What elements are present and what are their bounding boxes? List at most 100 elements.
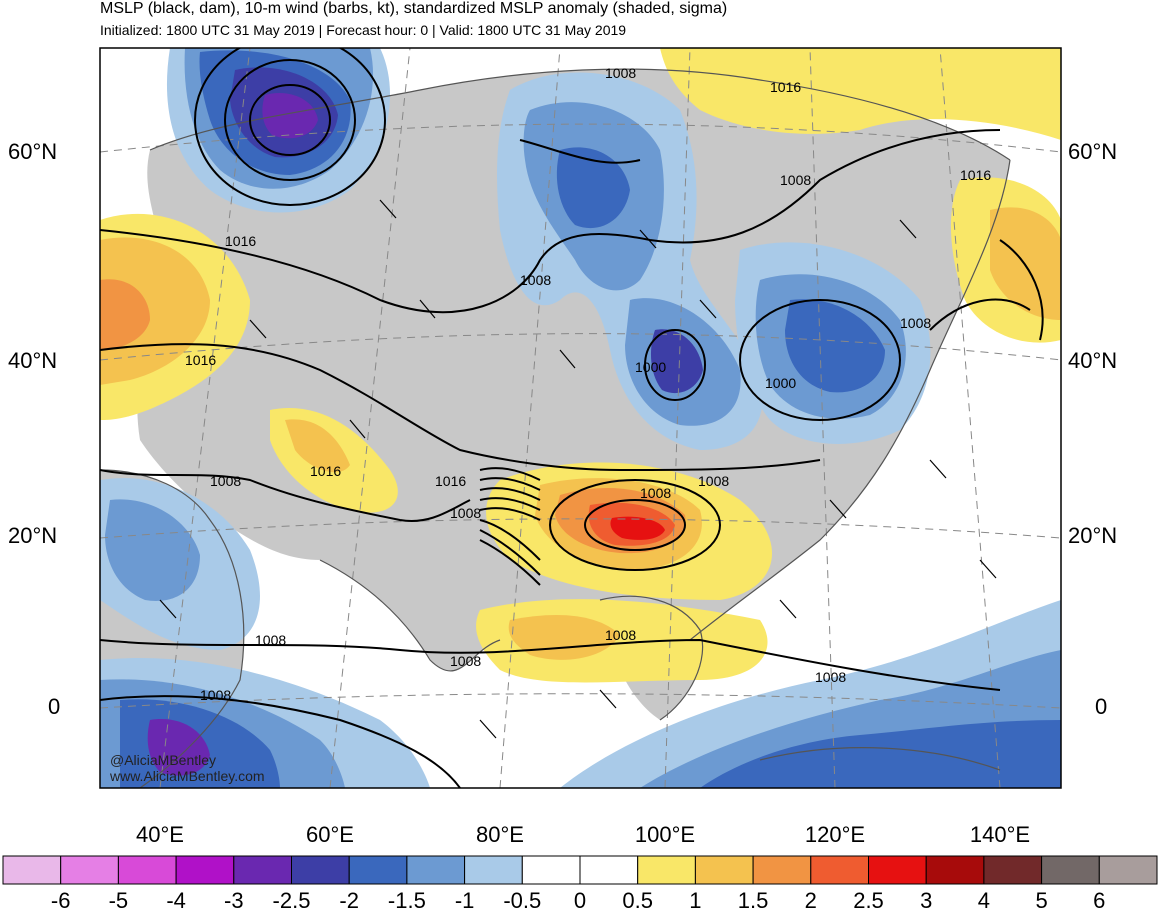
map-title: MSLP (black, dam), 10-m wind (barbs, kt)… [100, 0, 728, 17]
anomaly-neg-mongolia-core [650, 329, 703, 394]
contour-label: 1008 [640, 485, 671, 501]
anomaly-pos-europe-peak [100, 279, 150, 350]
contour-label: 1008 [255, 632, 286, 648]
colorbar-swatch [868, 855, 927, 885]
contour-label: 1008 [780, 172, 811, 188]
colorbar-label: 2 [804, 888, 817, 913]
colorbar-label: -6 [50, 888, 71, 913]
colorbar-label: 6 [1093, 888, 1106, 913]
contour-label: 1008 [900, 315, 931, 331]
landmass-eurasia [137, 69, 1010, 671]
colorbar-label: 4 [977, 888, 991, 913]
coastlines [100, 68, 1011, 788]
contour-label: 1000 [765, 375, 796, 391]
contour-label: 1008 [200, 687, 231, 703]
colorbar-swatch [60, 855, 119, 885]
contour-label: 1016 [435, 473, 466, 489]
contour-labels: 1008 1016 1008 1016 1008 1016 1000 1000 … [185, 65, 991, 703]
anomaly-pos-siberia-ne [660, 48, 1061, 140]
credit-website: www.AliciaMBentley.com [110, 768, 265, 784]
colorbar-label: -4 [166, 888, 186, 913]
colorbar-swatch [291, 855, 350, 885]
colorbar-label: 0 [573, 888, 587, 913]
contour-label: 1008 [450, 505, 481, 521]
map-frame [99, 47, 1062, 789]
lat-label-20n-right: 20°N [1068, 523, 1118, 548]
colorbar-swatch [464, 855, 523, 885]
contour-label: 1008 [605, 627, 636, 643]
wind-barbs [159, 199, 997, 739]
colorbar-label: -1.5 [387, 888, 426, 913]
contour-label: 1016 [960, 167, 991, 183]
lat-label-60n-left: 60°N [8, 139, 58, 164]
contour-label: 1008 [520, 272, 551, 288]
lat-label-0-left: 0 [48, 694, 61, 719]
contour-label: 1016 [225, 233, 256, 249]
lon-label-120e: 120°E [804, 822, 866, 847]
anomaly-neg-indian-ocean-peak [147, 719, 210, 776]
contour-label: 1008 [605, 65, 636, 81]
colorbar-swatch [521, 855, 581, 885]
colorbar [2, 855, 1158, 885]
contour-label: 1016 [310, 463, 341, 479]
colorbar-label: -5 [108, 888, 129, 913]
mslp-contours [100, 48, 1044, 788]
anomaly-neg-manchuria-core [785, 299, 885, 393]
colorbar-label: -0.5 [503, 888, 542, 913]
colorbar-label: -1 [454, 888, 475, 913]
lat-label-40n-left: 40°N [8, 348, 58, 373]
lon-label-40e: 40°E [136, 822, 184, 847]
anomaly-neg-pacific-core [700, 720, 1061, 788]
anomaly-neg-arabia-core [105, 499, 200, 601]
lat-label-60n-right: 60°N [1068, 139, 1118, 164]
colorbar-swatch [406, 855, 466, 885]
lat-label-0-right: 0 [1095, 694, 1108, 719]
credit-twitter: @AliciaMBentley [110, 752, 217, 768]
colorbar-swatch [810, 855, 869, 885]
colorbar-swatch [233, 855, 293, 885]
colorbar-label: 1.5 [737, 888, 769, 913]
anomaly-pos-india-core [508, 615, 620, 660]
graticule [100, 48, 1061, 788]
lon-label-60e: 60°E [306, 822, 354, 847]
colorbar-label: 1 [689, 888, 702, 913]
contour-label: 1000 [635, 359, 666, 375]
colorbar-swatch [175, 855, 235, 885]
lon-label-100e: 100°E [634, 822, 696, 847]
contour-label: 1008 [210, 473, 241, 489]
contour-label: 1008 [450, 653, 481, 669]
colorbar-swatch [637, 855, 696, 885]
lon-label-140e: 140°E [969, 822, 1031, 847]
anomaly-pos-tibet-max [610, 516, 665, 540]
anomaly-neg-ural-peak [262, 92, 318, 139]
colorbar-label: -2 [339, 888, 359, 913]
colorbar-label: -3 [224, 888, 244, 913]
anomaly-neg-central-asia-core [556, 147, 630, 229]
contour-label: 1016 [770, 79, 801, 95]
contour-label: 1016 [185, 352, 216, 368]
colorbar-swatch [925, 855, 985, 885]
lat-label-40n-right: 40°N [1068, 348, 1118, 373]
colorbar-swatch [348, 855, 408, 885]
contour-label: 1008 [815, 669, 846, 685]
colorbar-swatch [694, 855, 754, 885]
lon-label-80e: 80°E [476, 822, 524, 847]
colorbar-swatch [1041, 855, 1100, 885]
colorbar-swatch [752, 855, 812, 885]
colorbar-swatch [1098, 855, 1158, 885]
colorbar-label: 3 [920, 888, 933, 913]
colorbar-label: 0.5 [622, 888, 653, 913]
colorbar-swatch [579, 855, 639, 885]
colorbar-label: 5 [1035, 888, 1048, 913]
colorbar-label: -2.5 [272, 888, 311, 913]
anomaly-pos-europe-core [100, 237, 210, 385]
colorbar-swatch [983, 855, 1043, 885]
contour-label: 1008 [698, 473, 729, 489]
anomaly-pos-middle-east-core [285, 419, 350, 473]
lat-label-20n-left: 20°N [8, 523, 58, 548]
colorbar-swatch [2, 855, 62, 885]
colorbar-swatch [117, 855, 177, 885]
colorbar-label: 2.5 [853, 888, 884, 913]
map-subtitle: Initialized: 1800 UTC 31 May 2019 | Fore… [100, 22, 627, 38]
